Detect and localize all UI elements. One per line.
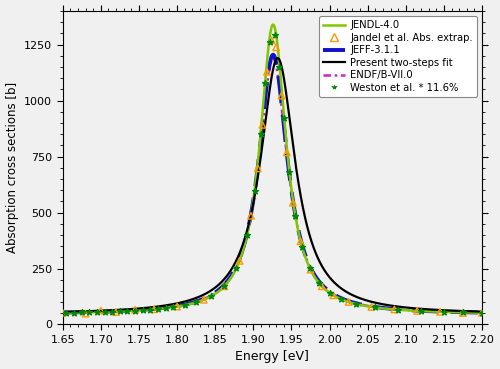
Point bbox=[112, 309, 120, 315]
Point bbox=[283, 149, 291, 155]
Point bbox=[236, 258, 244, 264]
Point bbox=[306, 265, 314, 271]
Point bbox=[344, 299, 352, 305]
Point bbox=[436, 309, 444, 315]
Point bbox=[440, 309, 448, 315]
Point bbox=[285, 169, 293, 175]
Point bbox=[478, 310, 486, 315]
Point bbox=[138, 307, 146, 313]
Point bbox=[459, 310, 467, 315]
Point bbox=[131, 307, 139, 313]
Legend: JENDL-4.0, Jandel et al. Abs. extrap., JEFF-3.1.1, Present two-steps fit, ENDF/B: JENDL-4.0, Jandel et al. Abs. extrap., J… bbox=[320, 16, 477, 97]
Point bbox=[330, 292, 338, 298]
Point bbox=[258, 122, 266, 128]
Y-axis label: Absorption cross sections [b]: Absorption cross sections [b] bbox=[6, 82, 18, 254]
Point bbox=[200, 297, 207, 303]
Point bbox=[150, 306, 158, 312]
Point bbox=[146, 307, 154, 313]
Point bbox=[478, 310, 486, 315]
Point bbox=[413, 308, 421, 314]
Point bbox=[254, 165, 262, 171]
Point bbox=[62, 310, 70, 315]
Point bbox=[296, 238, 304, 244]
Point bbox=[100, 309, 108, 315]
Point bbox=[131, 308, 139, 314]
Point bbox=[70, 310, 78, 315]
Point bbox=[86, 309, 94, 315]
Point bbox=[368, 304, 376, 310]
Point bbox=[232, 265, 240, 271]
Point bbox=[58, 310, 66, 315]
Point bbox=[326, 290, 334, 296]
Point bbox=[154, 306, 162, 312]
Point bbox=[268, 37, 276, 43]
Point bbox=[208, 293, 216, 299]
Point bbox=[82, 311, 90, 317]
Point bbox=[390, 307, 398, 313]
Point bbox=[116, 308, 124, 314]
Point bbox=[372, 304, 380, 310]
Point bbox=[352, 301, 360, 307]
Point bbox=[272, 44, 280, 50]
Point bbox=[220, 283, 228, 289]
Point bbox=[93, 309, 101, 315]
Point bbox=[291, 213, 299, 219]
Point bbox=[289, 200, 297, 206]
Point bbox=[78, 310, 86, 315]
Point bbox=[459, 310, 467, 316]
Point bbox=[220, 283, 228, 289]
Point bbox=[251, 187, 259, 193]
Point bbox=[247, 213, 255, 219]
Point bbox=[278, 93, 285, 99]
Point bbox=[394, 307, 402, 313]
Point bbox=[417, 308, 425, 314]
Point bbox=[108, 308, 116, 314]
Point bbox=[173, 304, 181, 310]
Point bbox=[192, 300, 200, 306]
Point bbox=[315, 280, 323, 286]
Point bbox=[263, 69, 271, 75]
Point bbox=[266, 39, 274, 45]
Point bbox=[243, 232, 251, 238]
Point bbox=[280, 115, 288, 121]
Point bbox=[298, 244, 306, 250]
Point bbox=[318, 283, 326, 289]
Point bbox=[97, 308, 105, 314]
Point bbox=[306, 267, 314, 273]
Point bbox=[262, 80, 270, 86]
Point bbox=[270, 32, 278, 38]
Point bbox=[257, 131, 265, 137]
Point bbox=[180, 302, 188, 308]
Point bbox=[337, 296, 345, 302]
Point bbox=[162, 305, 170, 311]
X-axis label: Energy [eV]: Energy [eV] bbox=[236, 351, 310, 363]
Point bbox=[124, 308, 132, 314]
Point bbox=[169, 304, 177, 310]
Point bbox=[275, 64, 283, 70]
